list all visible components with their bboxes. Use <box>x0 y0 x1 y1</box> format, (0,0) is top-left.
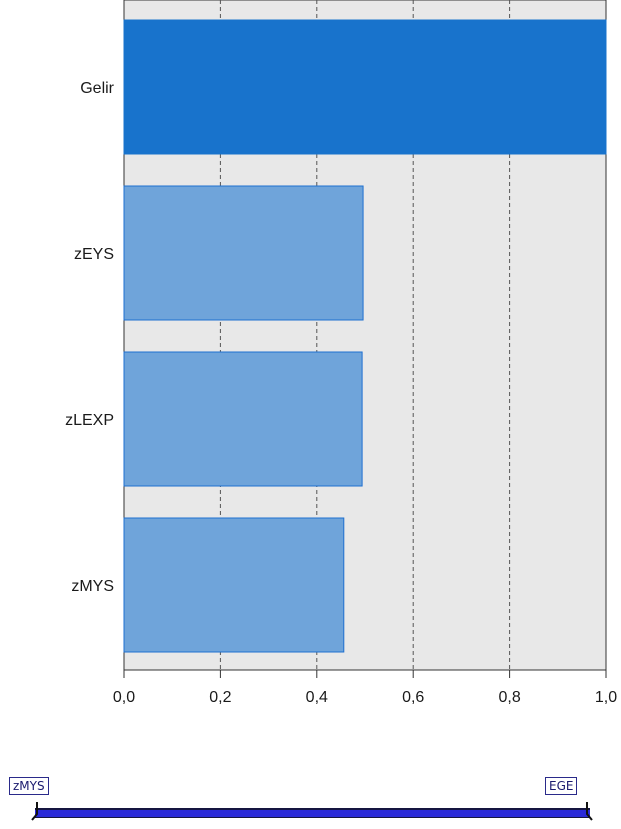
bar-zeys[interactable] <box>123 185 364 321</box>
category-label: Gelir <box>80 80 114 97</box>
bar-gelir[interactable] <box>123 19 607 155</box>
x-tick-label: 1,0 <box>595 689 617 706</box>
x-tick-label: 0,0 <box>113 689 135 706</box>
category-label: zLEXP <box>65 412 114 429</box>
x-tick-label: 0,6 <box>402 689 424 706</box>
x-axis: 0,0 0,2 0,4 0,6 0,8 1,0 <box>113 670 617 706</box>
x-tick-label: 0,8 <box>498 689 520 706</box>
x-tick-label: 0,4 <box>306 689 328 706</box>
bar-zmys[interactable] <box>123 517 345 653</box>
category-labels: Gelir zEYS zLEXP zMYS <box>65 80 115 595</box>
bar-zlexp[interactable] <box>123 351 363 487</box>
category-label: zMYS <box>71 578 114 595</box>
importance-chart: Gelir zEYS zLEXP zMYS 0,0 0,2 0,4 0,6 0,8 1,0 <box>65 0 617 706</box>
x-tick-label: 0,2 <box>209 689 231 706</box>
range-handle-right[interactable] <box>583 800 593 822</box>
range-start-label[interactable]: zMYS <box>9 777 49 795</box>
category-label: zEYS <box>74 246 114 263</box>
range-end-label[interactable]: EGE <box>545 777 578 795</box>
bars <box>123 19 607 653</box>
range-slider-track[interactable] <box>35 808 590 818</box>
range-handle-left[interactable] <box>30 800 40 822</box>
